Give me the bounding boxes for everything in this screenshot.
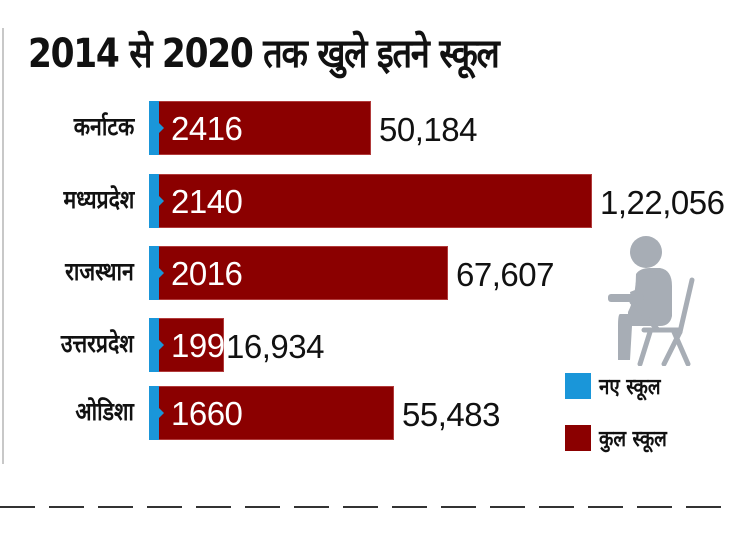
total-schools-bar: 2140 bbox=[149, 174, 592, 228]
bar-row: उत्तरप्रदेश 1998 16,934 bbox=[0, 318, 730, 374]
new-schools-value-label: 2416 bbox=[171, 110, 243, 147]
legend-label-new-schools: नए स्कूल bbox=[599, 375, 661, 400]
total-schools-bar: 2416 bbox=[149, 101, 371, 155]
new-schools-value-label: 2016 bbox=[171, 255, 243, 292]
category-label: ओडिशा bbox=[75, 397, 134, 426]
new-schools-value-label: 1660 bbox=[171, 395, 243, 432]
legend: नए स्कूल कुल स्कूल bbox=[565, 366, 679, 458]
total-schools-value-label: 50,184 bbox=[379, 111, 477, 148]
bar-row: मध्यप्रदेश 2140 1,22,056 bbox=[0, 174, 730, 230]
legend-swatch-total-schools bbox=[565, 425, 591, 451]
new-schools-value-label: 2140 bbox=[171, 183, 243, 220]
bar-row: राजस्थान 2016 67,607 bbox=[0, 246, 730, 302]
total-schools-value-label: 55,483 bbox=[402, 396, 500, 433]
student-at-desk-icon bbox=[608, 236, 695, 366]
new-schools-value-label: 1998 bbox=[171, 327, 243, 364]
new-schools-bar bbox=[149, 246, 164, 300]
chart-title: 2014 से 2020 तक खुले इतने स्कूल bbox=[28, 31, 500, 77]
category-label: कर्नाटक bbox=[73, 112, 134, 141]
category-label: मध्यप्रदेश bbox=[63, 185, 134, 214]
category-label: उत्तरप्रदेश bbox=[61, 329, 134, 358]
total-schools-bar: 1998 bbox=[149, 318, 243, 372]
total-schools-value-label: 1,22,056 bbox=[600, 184, 725, 221]
new-schools-bar bbox=[149, 101, 164, 155]
new-schools-bar bbox=[149, 318, 164, 372]
new-schools-bar bbox=[149, 386, 164, 440]
legend-swatch-new-schools bbox=[565, 373, 591, 399]
bar-row: कर्नाटक 2416 50,184 bbox=[0, 101, 730, 157]
legend-label-total-schools: कुल स्कूल bbox=[599, 427, 667, 452]
dashed-divider bbox=[0, 506, 730, 508]
total-schools-bar: 2016 bbox=[149, 246, 448, 300]
new-schools-bar bbox=[149, 174, 164, 228]
bar-row: ओडिशा 1660 55,483 bbox=[0, 386, 730, 442]
legend-item-total-schools: कुल स्कूल bbox=[565, 418, 679, 458]
total-schools-value-label: 16,934 bbox=[226, 328, 324, 365]
total-schools-value-label: 67,607 bbox=[456, 256, 554, 293]
left-border bbox=[2, 28, 4, 464]
category-label: राजस्थान bbox=[65, 257, 134, 286]
total-schools-bar: 1660 bbox=[149, 386, 394, 440]
legend-item-new-schools: नए स्कूल bbox=[565, 366, 679, 406]
